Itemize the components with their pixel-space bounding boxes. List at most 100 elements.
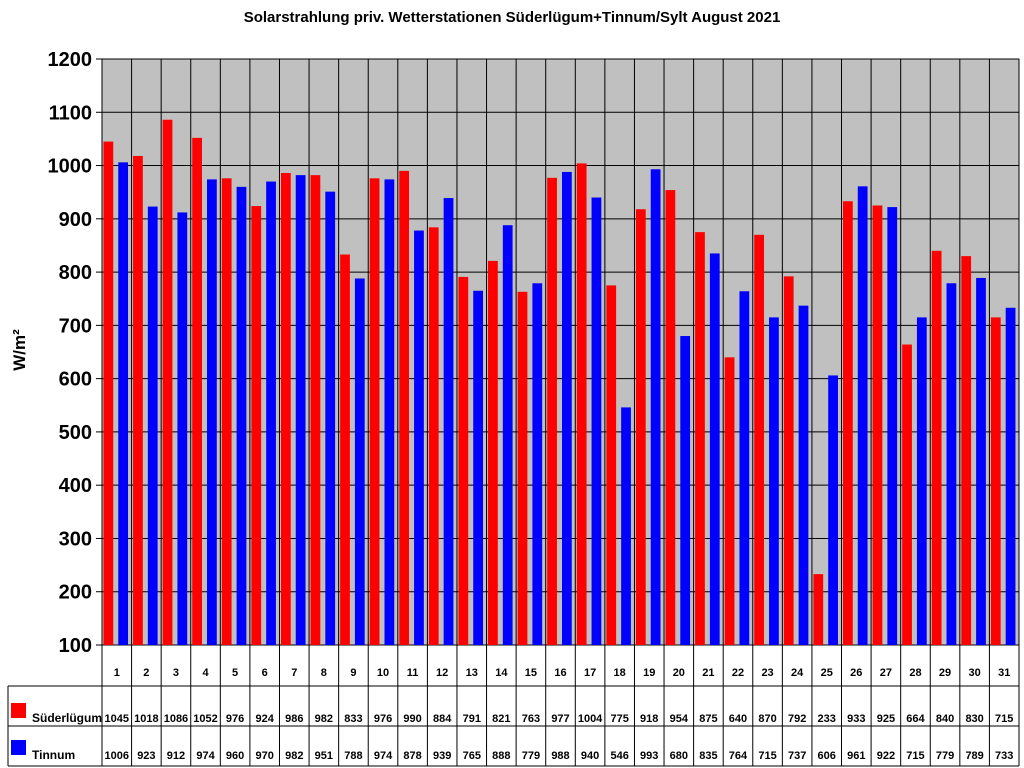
bar-tinnum	[887, 207, 898, 645]
table-cell-value: 715	[906, 750, 924, 762]
bar-tinnum	[739, 291, 750, 645]
table-cell-value: 715	[758, 750, 776, 762]
table-cell-value: 779	[522, 750, 540, 762]
bar-tinnum	[709, 253, 720, 646]
table-cell-value: 974	[196, 750, 215, 762]
bar-tinnum	[946, 283, 957, 645]
table-cell-value: 925	[877, 713, 895, 725]
y-tick-label: 200	[59, 582, 92, 604]
table-cell-value: 1004	[578, 713, 603, 725]
bar-tinnum	[414, 230, 424, 645]
bar-tinnum	[443, 198, 454, 646]
bar-tinnum	[680, 336, 691, 645]
table-cell-value: 546	[610, 750, 628, 762]
table-cell-value: 737	[788, 750, 806, 762]
x-category-label: 8	[321, 667, 327, 679]
bar-tinnum	[118, 162, 129, 645]
table-cell-value: 918	[640, 713, 658, 725]
bar-tinnum	[561, 171, 572, 646]
table-cell-value: 960	[226, 750, 244, 762]
table-cell-value: 1086	[164, 713, 188, 725]
bar-suederluegum	[399, 170, 410, 645]
x-category-label: 30	[969, 667, 981, 679]
bar-tinnum	[857, 186, 868, 645]
table-cell-value: 792	[788, 713, 806, 725]
table-cell-value: 764	[729, 750, 748, 762]
table-cell-value: 923	[137, 750, 155, 762]
x-category-label: 15	[525, 667, 537, 679]
x-category-label: 2	[143, 667, 149, 679]
x-category-label: 24	[791, 667, 804, 679]
bar-tinnum	[532, 283, 543, 645]
bar-suederluegum	[754, 234, 765, 646]
x-category-label: 16	[554, 667, 566, 679]
bar-suederluegum	[813, 574, 824, 645]
legend-swatch-tinnum	[11, 740, 26, 755]
bar-suederluegum	[162, 119, 173, 646]
bar-tinnum	[207, 179, 217, 645]
bar-tinnum	[769, 317, 779, 645]
legend-label: Süderlügum	[32, 711, 102, 725]
bar-suederluegum	[576, 163, 587, 645]
bar-suederluegum	[783, 276, 794, 645]
table-cell-value: 664	[906, 713, 925, 725]
x-category-label: 22	[732, 667, 744, 679]
bar-suederluegum	[517, 291, 528, 645]
table-cell-value: 940	[581, 750, 599, 762]
bar-suederluegum	[547, 177, 557, 645]
legend-swatch-suederluegum	[11, 703, 26, 718]
table-cell-value: 982	[315, 713, 333, 725]
bar-tinnum	[147, 206, 158, 645]
bar-tinnum	[976, 277, 986, 645]
x-category-label: 5	[232, 667, 238, 679]
x-category-label: 18	[614, 667, 626, 679]
bar-suederluegum	[428, 227, 439, 646]
x-category-label: 25	[821, 667, 833, 679]
table-cell-value: 680	[670, 750, 688, 762]
table-cell-value: 974	[374, 750, 393, 762]
bar-tinnum	[621, 407, 631, 645]
y-tick-label: 1000	[48, 156, 93, 178]
bar-tinnum	[236, 186, 247, 645]
x-category-label: 3	[173, 667, 179, 679]
table-cell-value: 875	[699, 713, 717, 725]
table-cell-value: 789	[965, 750, 983, 762]
x-category-label: 11	[407, 667, 419, 679]
bar-tinnum	[295, 175, 306, 645]
table-cell-value: 821	[492, 713, 510, 725]
x-category-label: 29	[939, 667, 951, 679]
table-cell-value: 990	[403, 713, 421, 725]
table-cell-value: 977	[551, 713, 569, 725]
bar-suederluegum	[902, 344, 912, 645]
chart-title: Solarstrahlung priv. Wetterstationen Süd…	[243, 9, 781, 26]
table-cell-value: 835	[699, 750, 717, 762]
bar-suederluegum	[695, 232, 705, 646]
bar-tinnum	[266, 181, 276, 645]
x-category-label: 17	[584, 667, 596, 679]
bar-suederluegum	[842, 201, 853, 646]
y-tick-label: 300	[59, 528, 92, 550]
table-cell-value: 888	[492, 750, 510, 762]
table-cell-value: 1045	[105, 713, 129, 725]
table-cell-value: 640	[729, 713, 747, 725]
table-cell-value: 976	[374, 713, 392, 725]
bar-suederluegum	[931, 250, 942, 646]
bar-tinnum	[325, 191, 336, 645]
table-cell-value: 763	[522, 713, 540, 725]
x-category-label: 1	[114, 667, 120, 679]
table-cell-value: 840	[936, 713, 954, 725]
table-cell-value: 986	[285, 713, 303, 725]
x-category-label: 6	[262, 667, 268, 679]
table-cell-value: 961	[847, 750, 865, 762]
table-cell-value: 233	[818, 713, 836, 725]
table-cell-value: 833	[344, 713, 362, 725]
table-cell-value: 924	[256, 713, 275, 725]
table-cell-value: 791	[463, 713, 481, 725]
table-cell-value: 993	[640, 750, 658, 762]
bar-suederluegum	[635, 209, 646, 645]
bar-tinnum	[473, 290, 483, 645]
table-cell-value: 765	[463, 750, 481, 762]
bar-tinnum	[384, 179, 395, 645]
table-cell-value: 933	[847, 713, 865, 725]
y-tick-label: 900	[59, 209, 92, 231]
